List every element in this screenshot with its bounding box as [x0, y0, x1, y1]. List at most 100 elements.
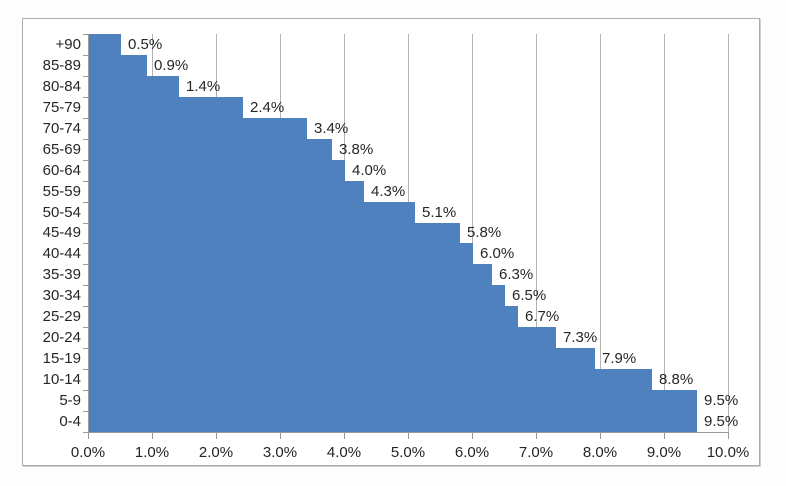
bar-value-label: 6.5% [512, 287, 547, 304]
y-axis-tick [83, 264, 88, 265]
bar-40-44 [89, 243, 473, 264]
y-axis-label: 50-54 [42, 204, 81, 221]
gridline [600, 34, 601, 432]
bar-60-64 [89, 160, 345, 181]
y-axis-label: 55-59 [42, 183, 81, 200]
x-axis-tick [280, 433, 281, 439]
x-axis-tick [728, 433, 729, 439]
x-axis-label: 2.0% [198, 444, 234, 461]
y-axis-label: 15-19 [42, 350, 81, 367]
y-axis-tick [83, 348, 88, 349]
bar-value-label: 4.3% [371, 183, 406, 200]
x-axis-tick [344, 433, 345, 439]
y-axis-label: 40-44 [42, 245, 81, 262]
bar-value-label: 7.3% [563, 329, 598, 346]
y-axis-label: 65-69 [42, 141, 81, 158]
y-axis-tick [83, 76, 88, 77]
y-axis-tick [83, 390, 88, 391]
bar-20-24 [89, 327, 556, 348]
x-axis-label: 7.0% [518, 444, 554, 461]
bar-45-49 [89, 223, 460, 243]
bar-value-label: 0.5% [128, 36, 163, 53]
y-axis-line [88, 34, 89, 432]
bar-value-label: 3.4% [314, 120, 349, 137]
gridline [728, 34, 729, 432]
gridline [472, 34, 473, 432]
y-axis-label: 10-14 [42, 371, 81, 388]
y-axis-tick [83, 306, 88, 307]
y-axis-label: 70-74 [42, 120, 81, 137]
y-axis-label: 75-79 [42, 99, 81, 116]
y-axis-label: 80-84 [42, 78, 81, 95]
bar-value-label: 4.0% [352, 162, 387, 179]
y-axis-tick [83, 181, 88, 182]
y-axis-tick [83, 285, 88, 286]
x-axis-label: 8.0% [582, 444, 618, 461]
bar-value-label: 8.8% [659, 371, 694, 388]
x-axis-tick [536, 433, 537, 439]
y-axis-tick [83, 34, 88, 35]
x-axis-tick [600, 433, 601, 439]
y-axis-label: 25-29 [42, 308, 81, 325]
bar-10-14 [89, 369, 652, 390]
y-axis-label: 30-34 [42, 287, 81, 304]
bar-value-label: 5.1% [422, 204, 457, 221]
bar-value-label: 6.7% [525, 308, 560, 325]
bar-value-label: 5.8% [467, 224, 502, 241]
x-axis-tick [472, 433, 473, 439]
y-axis-tick [83, 369, 88, 370]
x-axis-tick [88, 433, 89, 439]
bar-25-29 [89, 306, 518, 327]
bar-value-label: 9.5% [704, 392, 739, 409]
y-axis-label: 35-39 [42, 266, 81, 283]
bar-value-label: 9.5% [704, 413, 739, 430]
y-axis-tick [83, 327, 88, 328]
gridline [536, 34, 537, 432]
y-axis-label: 0-4 [59, 413, 81, 430]
x-axis-tick [664, 433, 665, 439]
chart-frame: 0.5% +90 0.9% 85-89 1.4% 80-84 2.4% 75-79 3.4% 70… [22, 18, 760, 466]
y-axis-label: 45-49 [42, 224, 81, 241]
bar-value-label: 0.9% [154, 57, 189, 74]
bar-35-39 [89, 264, 492, 285]
y-axis-tick [83, 223, 88, 224]
x-axis-tick [152, 433, 153, 439]
x-axis-label: 3.0% [262, 444, 298, 461]
bar-value-label: 3.8% [339, 141, 374, 158]
x-axis-label: 6.0% [454, 444, 490, 461]
bar-80-84 [89, 76, 179, 97]
bar-value-label: 6.3% [499, 266, 534, 283]
bar-70-74 [89, 118, 307, 139]
y-axis-tick [83, 97, 88, 98]
bar-5-9 [89, 390, 697, 411]
x-axis-label: 10.0% [706, 444, 750, 461]
bar-value-label: 1.4% [186, 78, 221, 95]
bar-+90 [89, 34, 121, 55]
y-axis-label: 20-24 [42, 329, 81, 346]
bar-15-19 [89, 348, 595, 369]
y-axis-tick [83, 432, 88, 433]
bar-value-label: 2.4% [250, 99, 285, 116]
x-axis-label: 5.0% [390, 444, 426, 461]
x-axis-tick [216, 433, 217, 439]
gridline [664, 34, 665, 432]
y-axis-label: 5-9 [59, 392, 81, 409]
y-axis-tick [83, 160, 88, 161]
x-axis-tick [408, 433, 409, 439]
bar-55-59 [89, 181, 364, 202]
x-axis-label: 9.0% [646, 444, 682, 461]
y-axis-label: +90 [55, 36, 81, 53]
y-axis-tick [83, 55, 88, 56]
x-axis-line [88, 432, 729, 433]
y-axis-label: 85-89 [42, 57, 81, 74]
bar-75-79 [89, 97, 243, 118]
bar-50-54 [89, 202, 415, 223]
x-axis-label: 4.0% [326, 444, 362, 461]
bar-85-89 [89, 55, 147, 76]
x-axis-label: 0.0% [70, 444, 106, 461]
bar-65-69 [89, 139, 332, 160]
bar-30-34 [89, 285, 505, 306]
x-axis-label: 1.0% [134, 444, 170, 461]
y-axis-label: 60-64 [42, 162, 81, 179]
bar-value-label: 6.0% [480, 245, 515, 262]
